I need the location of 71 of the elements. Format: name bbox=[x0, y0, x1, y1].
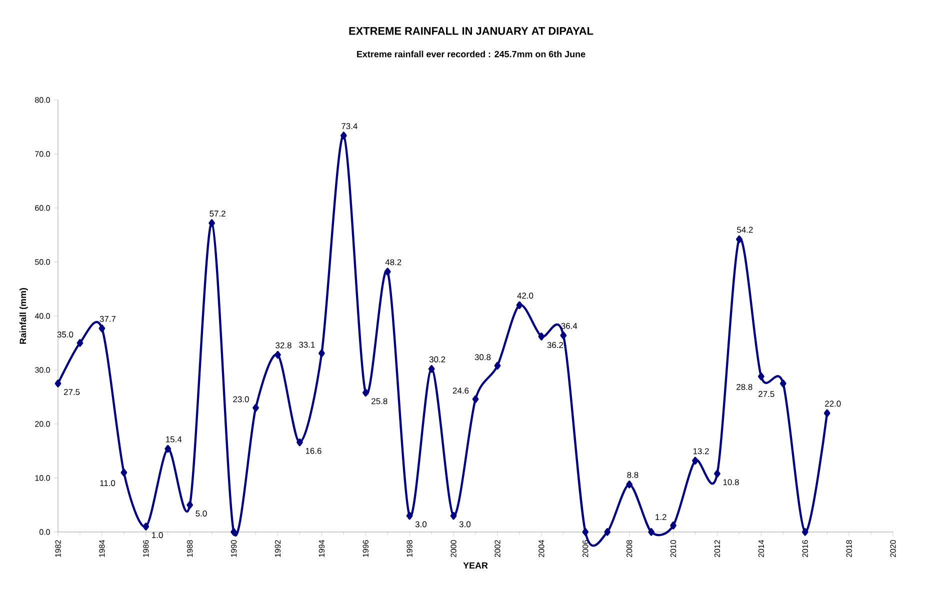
point bbox=[230, 528, 237, 536]
point bbox=[406, 512, 413, 520]
data-label: 27.5 bbox=[758, 391, 774, 397]
data-label: 3.0 bbox=[415, 521, 427, 528]
data-label: 8.8 bbox=[627, 472, 638, 478]
point bbox=[538, 332, 545, 340]
data-label: 37.7 bbox=[100, 316, 116, 322]
point bbox=[670, 522, 676, 530]
point bbox=[626, 480, 633, 488]
data-label: 36.4 bbox=[561, 322, 578, 329]
data-label: 1.2 bbox=[656, 514, 666, 520]
point bbox=[164, 444, 172, 453]
point bbox=[98, 324, 106, 332]
data-label: 15.4 bbox=[166, 436, 182, 442]
point bbox=[120, 468, 128, 476]
point bbox=[428, 365, 435, 373]
point bbox=[714, 470, 720, 478]
point bbox=[516, 301, 523, 310]
data-label: 1.0 bbox=[152, 532, 163, 538]
data-label: 30.2 bbox=[429, 356, 446, 362]
data-label: 22.0 bbox=[825, 400, 841, 407]
point bbox=[296, 438, 303, 446]
point bbox=[648, 528, 654, 536]
point bbox=[582, 528, 589, 536]
point bbox=[318, 349, 325, 358]
data-label: 36.2 bbox=[547, 342, 563, 348]
point bbox=[604, 528, 611, 536]
x-axis-title: YEAR bbox=[463, 562, 488, 568]
point bbox=[274, 350, 281, 359]
point bbox=[450, 512, 457, 520]
data-label: 33.1 bbox=[299, 342, 315, 348]
data-label: 32.8 bbox=[276, 342, 292, 348]
point bbox=[142, 522, 150, 530]
data-label: 25.8 bbox=[372, 398, 388, 404]
point bbox=[208, 219, 216, 227]
point bbox=[54, 380, 62, 388]
data-label: 5.0 bbox=[196, 510, 207, 516]
data-label: 24.6 bbox=[452, 388, 469, 394]
point bbox=[780, 380, 786, 388]
point bbox=[802, 528, 808, 536]
point bbox=[384, 268, 391, 276]
point bbox=[76, 339, 84, 347]
point bbox=[186, 501, 194, 509]
data-label: 73.4 bbox=[342, 123, 358, 130]
point bbox=[758, 372, 764, 380]
data-label: 10.8 bbox=[723, 479, 739, 486]
data-label: 11.0 bbox=[100, 480, 116, 486]
point bbox=[736, 235, 742, 244]
point bbox=[692, 456, 698, 465]
y-axis-title: Rainfall (mm) bbox=[20, 288, 28, 344]
data-label: 27.5 bbox=[64, 389, 80, 395]
point bbox=[340, 132, 347, 140]
point bbox=[472, 395, 479, 404]
data-label: 42.0 bbox=[517, 292, 534, 299]
data-label: 54.2 bbox=[737, 226, 753, 233]
point bbox=[824, 409, 830, 418]
chart-subtitle: Extreme rainfall ever recorded : 245.7mm on 6th June bbox=[357, 50, 586, 58]
data-label: 30.8 bbox=[474, 354, 491, 360]
data-label: 3.0 bbox=[459, 521, 470, 528]
point bbox=[362, 388, 369, 397]
point bbox=[494, 362, 501, 370]
chart-title: EXTREME RAINFALL IN JANUARY AT DIPAYAL bbox=[349, 27, 594, 35]
data-label: 35.0 bbox=[57, 331, 74, 338]
point bbox=[560, 332, 567, 340]
data-label: 57.2 bbox=[210, 210, 226, 217]
data-label: 16.6 bbox=[306, 448, 322, 454]
data-label: 48.2 bbox=[385, 259, 402, 266]
data-label: 28.8 bbox=[736, 384, 752, 390]
data-label: 23.0 bbox=[233, 396, 249, 402]
point bbox=[252, 404, 259, 412]
data-label: 13.2 bbox=[693, 448, 709, 454]
